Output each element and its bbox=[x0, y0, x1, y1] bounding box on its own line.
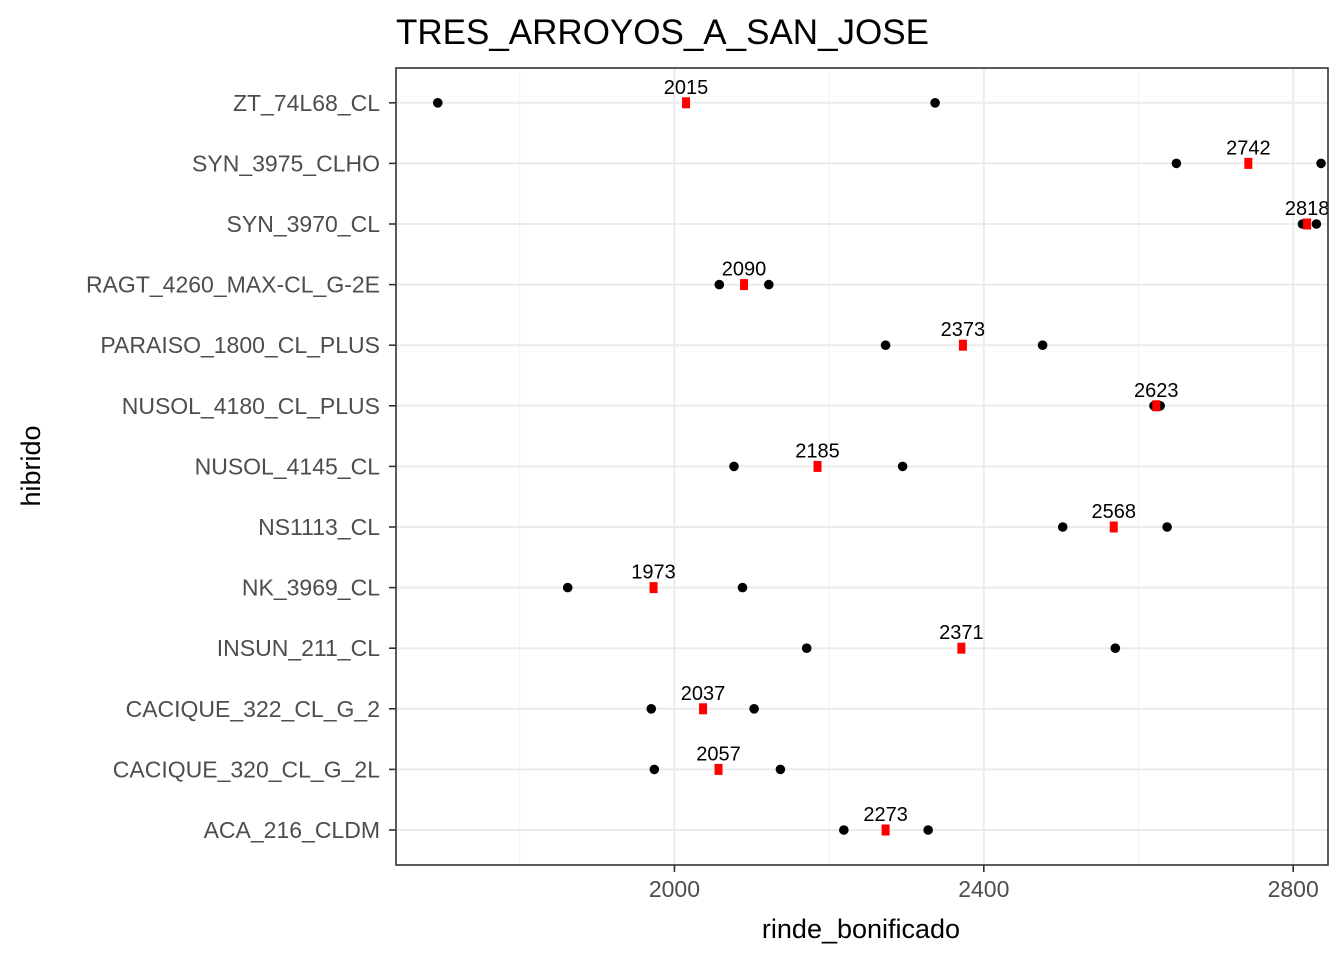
y-tick-label: NS1113_CL bbox=[258, 514, 380, 540]
y-tick-label: CACIQUE_320_CL_G_2L bbox=[113, 756, 380, 782]
data-point bbox=[764, 279, 774, 290]
y-tick-label: NK_3969_CL bbox=[242, 575, 380, 601]
data-point bbox=[646, 704, 657, 714]
data-point bbox=[1162, 522, 1172, 532]
data-point bbox=[1311, 219, 1322, 229]
x-axis-title: rinde_bonificado bbox=[762, 914, 960, 944]
mean-label: 2185 bbox=[795, 440, 840, 462]
mean-label: 2015 bbox=[664, 77, 709, 99]
data-point bbox=[737, 582, 748, 593]
data-point bbox=[880, 340, 891, 351]
y-axis-title: hibrido bbox=[16, 425, 46, 506]
mean-label: 2273 bbox=[863, 804, 908, 826]
mean-label: 1973 bbox=[631, 562, 676, 584]
mean-label: 2818 bbox=[1285, 198, 1330, 220]
y-tick-label: SYN_3975_CLHO bbox=[192, 150, 380, 176]
mean-label: 2057 bbox=[696, 743, 741, 765]
mean-marker bbox=[682, 97, 691, 109]
mean-marker bbox=[1152, 400, 1161, 412]
data-point bbox=[1171, 158, 1182, 169]
data-point bbox=[432, 98, 443, 108]
chart-title: TRES_ARROYOS_A_SAN_JOSE bbox=[396, 13, 929, 52]
y-tick-label: NUSOL_4180_CL_PLUS bbox=[122, 393, 380, 419]
mean-label: 2037 bbox=[681, 683, 726, 705]
data-point bbox=[1037, 340, 1048, 351]
mean-marker bbox=[649, 582, 658, 594]
y-tick-label: PARAISO_1800_CL_PLUS bbox=[100, 332, 380, 358]
mean-marker bbox=[699, 703, 708, 715]
y-tick-label: RAGT_4260_MAX-CL_G-2E bbox=[86, 272, 380, 298]
mean-label: 2371 bbox=[939, 622, 984, 644]
mean-label: 2373 bbox=[941, 319, 986, 341]
data-point bbox=[801, 643, 812, 653]
data-point bbox=[775, 764, 786, 775]
data-point bbox=[1316, 158, 1326, 169]
y-tick-label: NUSOL_4145_CL bbox=[195, 453, 381, 479]
mean-marker bbox=[957, 642, 966, 654]
data-point bbox=[839, 825, 849, 835]
y-tick-label: ACA_216_CLDM bbox=[204, 817, 380, 843]
x-tick-label: 2800 bbox=[1268, 876, 1319, 902]
data-point bbox=[749, 704, 759, 714]
data-point bbox=[930, 98, 940, 108]
data-point bbox=[1057, 522, 1068, 532]
data-point bbox=[714, 279, 725, 290]
mean-marker bbox=[813, 460, 822, 472]
data-point bbox=[562, 582, 573, 593]
mean-marker bbox=[714, 763, 723, 775]
mean-marker bbox=[1244, 157, 1253, 169]
mean-marker bbox=[1109, 521, 1118, 533]
data-point bbox=[649, 764, 660, 775]
mean-marker bbox=[958, 339, 967, 351]
data-marks: 2273 2057 2037 2371 1973 2568 2185 2623 2373 2090… bbox=[432, 77, 1330, 836]
mean-label: 2742 bbox=[1226, 137, 1271, 159]
y-tick-label: INSUN_211_CL bbox=[217, 635, 380, 661]
mean-label: 2623 bbox=[1134, 380, 1179, 402]
grid bbox=[396, 68, 1328, 865]
mean-marker bbox=[1303, 218, 1312, 230]
y-tick-label: ZT_74L68_CL bbox=[233, 90, 380, 116]
axis-ticks: 2000 2400 2800 ACA_216_CLDM CACIQUE_320_CL_G… bbox=[86, 90, 1319, 902]
data-point bbox=[1110, 643, 1121, 653]
data-point bbox=[897, 461, 908, 472]
y-tick-label: SYN_3970_CL bbox=[227, 211, 381, 237]
mean-label: 2568 bbox=[1092, 501, 1137, 523]
mean-marker bbox=[740, 279, 749, 291]
x-tick-label: 2000 bbox=[649, 876, 700, 902]
mean-label: 2090 bbox=[722, 259, 767, 281]
plot-panel-border bbox=[395, 67, 1329, 866]
mean-marker bbox=[881, 824, 890, 836]
y-tick-label: CACIQUE_322_CL_G_2 bbox=[126, 696, 380, 722]
data-point bbox=[923, 825, 933, 835]
x-tick-label: 2400 bbox=[958, 876, 1009, 902]
data-point bbox=[729, 461, 739, 472]
